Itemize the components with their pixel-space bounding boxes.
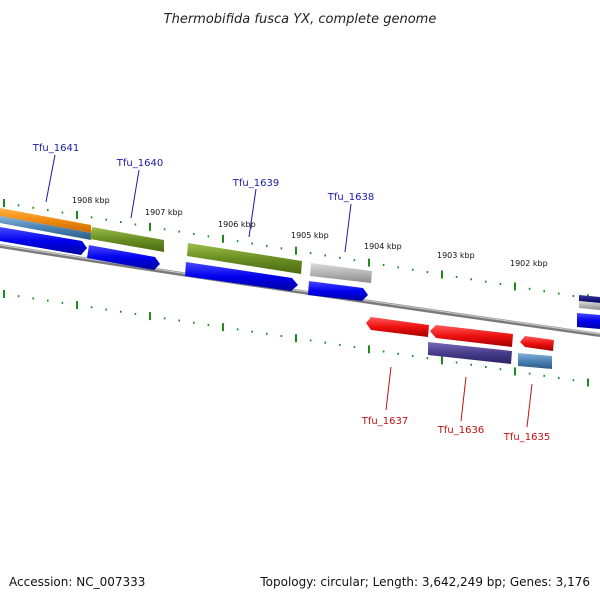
reverse-gene-labels: Tfu_1637 Tfu_1636 Tfu_1635 [361, 366, 550, 443]
accession-text: Accession: NC_007333 [9, 575, 145, 589]
scale-label-1908: 1908 kbp [72, 196, 110, 205]
scale-label-1902: 1902 kbp [510, 259, 548, 268]
gene-feature-tfu-1635[interactable] [520, 336, 554, 351]
gene-label-tfu-1639[interactable]: Tfu_1639 [232, 178, 279, 189]
cds-arrow-1[interactable] [0, 227, 87, 255]
gene-feature-tfu-1638[interactable] [310, 263, 372, 283]
gene-feature-edge-gray [579, 301, 600, 310]
gene-label-tfu-1637[interactable]: Tfu_1637 [361, 416, 408, 427]
inner-tick-ring [3, 290, 589, 387]
gene-feature-tfu-1640[interactable] [90, 227, 164, 252]
genome-backbone [0, 244, 600, 337]
forward-gene-labels: Tfu_1641 Tfu_1640 Tfu_1639 Tfu_1638 [32, 143, 374, 253]
scale-label-1906: 1906 kbp [218, 220, 256, 229]
outer-tick-ring [3, 199, 589, 303]
gene-subfeature-tfu-1636 [428, 342, 512, 364]
gene-feature-tfu-1641-subfeature [0, 216, 91, 240]
genome-summary-text: Topology: circular; Length: 3,642,249 bp… [259, 575, 590, 589]
map-title: Thermobifida fusca YX, complete genome [164, 12, 437, 27]
scale-label-1905: 1905 kbp [291, 231, 329, 240]
reverse-genes [366, 317, 554, 369]
cds-arrow-5[interactable] [577, 313, 600, 329]
gene-subfeature-tfu-1635 [518, 353, 552, 369]
scale-label-1904: 1904 kbp [364, 242, 402, 251]
gene-label-tfu-1641[interactable]: Tfu_1641 [32, 143, 79, 154]
gene-label-tfu-1636[interactable]: Tfu_1636 [437, 425, 484, 436]
forward-cds-row [0, 227, 600, 329]
cds-arrow-2[interactable] [87, 245, 160, 270]
forward-genes [0, 208, 600, 310]
gene-label-tfu-1640[interactable]: Tfu_1640 [116, 158, 163, 169]
gene-feature-tfu-1639[interactable] [187, 243, 302, 274]
gene-label-tfu-1635[interactable]: Tfu_1635 [503, 432, 550, 443]
gene-label-tfu-1638[interactable]: Tfu_1638 [327, 192, 374, 203]
gene-feature-tfu-1636[interactable] [430, 325, 513, 347]
cds-arrow-3[interactable] [185, 262, 298, 291]
scale-label-1903: 1903 kbp [437, 251, 475, 260]
cds-arrow-4[interactable] [308, 281, 368, 301]
gene-feature-tfu-1641[interactable] [0, 208, 91, 233]
scale-label-1907: 1907 kbp [145, 208, 183, 217]
scale-labels: 1908 kbp 1907 kbp 1906 kbp 1905 kbp 1904… [72, 196, 548, 268]
gene-feature-tfu-1637[interactable] [366, 317, 429, 337]
gene-feature-edge-navy [579, 295, 600, 303]
